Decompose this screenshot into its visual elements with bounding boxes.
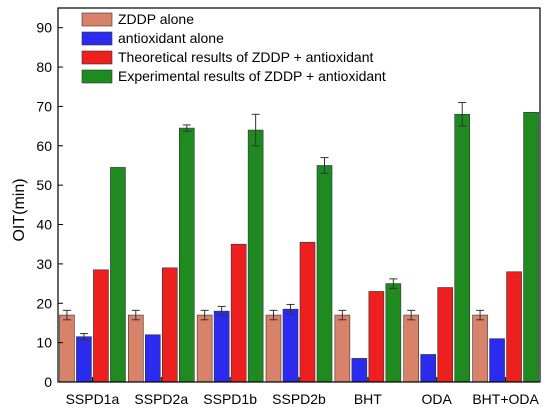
bar bbox=[316, 165, 333, 383]
bar bbox=[110, 167, 126, 383]
bar bbox=[144, 334, 161, 383]
legend-label: ZDDP alone bbox=[118, 11, 194, 27]
legend: ZDDP alone antioxidant alone Theoretical r… bbox=[81, 11, 386, 84]
bar bbox=[76, 336, 92, 383]
bar bbox=[230, 243, 247, 383]
bar bbox=[282, 308, 299, 383]
bar-layer bbox=[59, 112, 539, 383]
x-tick-label: ODA bbox=[422, 391, 453, 407]
bar bbox=[403, 314, 420, 383]
y-tick-label: 10 bbox=[36, 335, 52, 351]
axes: 0 10 20 30 40 50 60 70 80 90 SSPD1a SSPD2a SSPD1b SSP… bbox=[36, 7, 541, 407]
bar bbox=[161, 267, 178, 383]
error-bar-layer bbox=[62, 101, 485, 341]
bar bbox=[213, 310, 230, 383]
y-tick-label: 0 bbox=[44, 374, 52, 390]
y-tick-label: 50 bbox=[36, 177, 52, 193]
bar bbox=[420, 354, 437, 383]
bar bbox=[506, 271, 522, 383]
bar bbox=[93, 269, 109, 383]
legend-swatch bbox=[81, 50, 113, 65]
y-tick-label: 60 bbox=[36, 138, 52, 154]
x-tick-label: SSPD1b bbox=[203, 391, 257, 407]
legend-label: Theoretical results of ZDDP + antioxidan… bbox=[118, 49, 373, 65]
bar bbox=[127, 314, 144, 383]
y-axis-label: OIT(min) bbox=[11, 178, 28, 241]
bar bbox=[351, 358, 368, 383]
x-tick-label: BHT+ODA bbox=[472, 391, 539, 407]
bar bbox=[247, 129, 264, 383]
bar bbox=[437, 287, 454, 383]
y-tick-label: 70 bbox=[36, 98, 52, 114]
x-tick-label: SSPD1a bbox=[66, 391, 120, 407]
bar bbox=[489, 338, 505, 383]
y-tick-label: 20 bbox=[36, 295, 52, 311]
bar bbox=[385, 283, 402, 383]
bar bbox=[299, 241, 316, 383]
x-tick-label: SSPD2b bbox=[272, 391, 326, 407]
legend-label: Experimental results of ZDDP + antioxida… bbox=[118, 68, 386, 84]
bar bbox=[265, 314, 282, 383]
y-tick-label: 90 bbox=[36, 20, 52, 36]
y-tick-label: 80 bbox=[36, 59, 52, 75]
bar bbox=[368, 291, 385, 383]
y-tick-label: 40 bbox=[36, 217, 52, 233]
legend-swatch bbox=[81, 12, 113, 27]
legend-swatch bbox=[81, 69, 113, 84]
x-tick-label: SSPD2a bbox=[134, 391, 188, 407]
bar bbox=[59, 314, 75, 383]
y-tick-label: 30 bbox=[36, 256, 52, 272]
bar bbox=[334, 314, 351, 383]
x-tick-label: BHT bbox=[354, 391, 382, 407]
bar bbox=[178, 127, 195, 383]
bar bbox=[196, 314, 213, 383]
legend-label: antioxidant alone bbox=[118, 30, 224, 46]
bar bbox=[454, 113, 471, 383]
legend-swatch bbox=[81, 31, 113, 46]
bar bbox=[523, 112, 539, 383]
bar bbox=[472, 314, 488, 383]
